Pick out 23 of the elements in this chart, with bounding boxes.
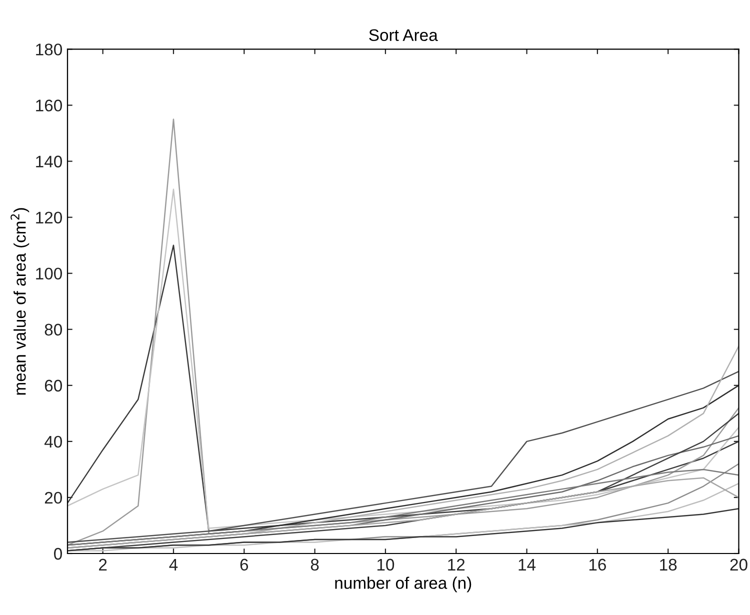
y-tick-label: 0 — [54, 548, 62, 560]
y-tick-label: 120 — [36, 212, 62, 224]
x-axis-title: number of area (n) — [335, 576, 472, 592]
y-tick-label: 160 — [36, 100, 62, 112]
y-tick-label: 180 — [36, 44, 62, 56]
y-axis-title: mean value of area (cm$^{2}$) — [10, 208, 30, 395]
x-tick-label: 14 — [518, 558, 536, 570]
y-tick-label: 80 — [44, 324, 62, 336]
x-tick-label: 18 — [660, 558, 677, 571]
y-tick-label: 100 — [36, 268, 62, 280]
y-tick-label: 60 — [44, 380, 62, 392]
y-tick-label: 40 — [44, 436, 62, 448]
x-tick-label: 2 — [99, 558, 107, 570]
x-tick-label: 12 — [448, 558, 465, 570]
chart-title: Sort Area — [369, 29, 438, 42]
y-tick-label: 140 — [36, 156, 62, 168]
x-tick-label: 16 — [589, 558, 606, 571]
x-tick-label: 10 — [377, 558, 394, 571]
y-tick-label: 20 — [44, 492, 62, 504]
x-tick-label: 6 — [240, 558, 248, 571]
x-tick-label: 20 — [730, 558, 748, 571]
x-tick-label: 8 — [310, 558, 319, 571]
x-tick-label: 4 — [169, 558, 178, 570]
